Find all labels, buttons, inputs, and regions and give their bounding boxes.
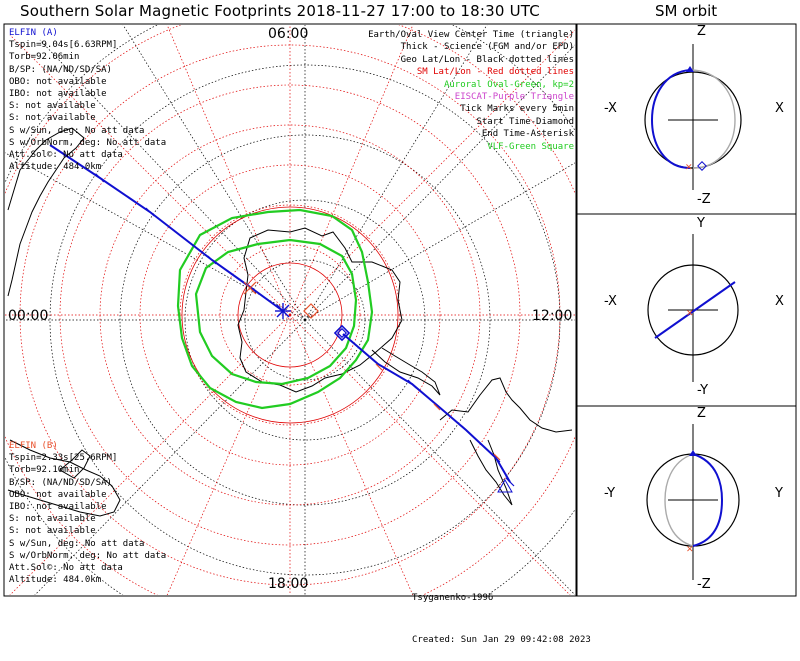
probe-b-info-line: S: not available xyxy=(9,526,96,537)
legend-entry: EISCAT-Purple Triangle xyxy=(454,91,574,102)
probe-a-info-line: S: not available xyxy=(9,113,96,124)
probe-b-info-line: IBO: not available xyxy=(9,501,107,512)
start-time-diamond xyxy=(333,324,351,342)
created-timestamp: Created: Sun Jan 29 09:42:08 2023 xyxy=(412,635,591,645)
legend-entry: SM Lat/Lon - Red dotted lines xyxy=(416,67,574,78)
orbit2-right-label: X xyxy=(775,294,784,309)
orbit-frame-3 xyxy=(576,405,797,597)
orbit3-top-label: Z xyxy=(697,406,706,421)
probe-b-info-line: Tspin=2.33s[25.6RPM] xyxy=(9,453,118,464)
antarctica-coastline xyxy=(237,227,403,393)
probe-b-info-line: Torb=92.10min xyxy=(9,465,80,476)
orbit2-bottom-label: -Y xyxy=(697,383,709,398)
map-frame xyxy=(3,23,577,597)
orbit-frame-1 xyxy=(576,23,797,215)
svg-text:✕: ✕ xyxy=(686,309,694,319)
plot-title: Southern Solar Magnetic Footprints 2018-… xyxy=(20,2,540,20)
probe-a-info-line: IBO: not available xyxy=(9,88,107,99)
svg-text:✕: ✕ xyxy=(686,545,694,555)
legend-entry: Auroral Oval-Green, kp=2 xyxy=(443,79,574,90)
probe-b-info-line: B/SP: (NA/ND/SD/SA) xyxy=(9,477,112,488)
probe-b-markers xyxy=(243,281,501,461)
orbit1-bottom-label: -Z xyxy=(697,192,711,207)
orbit-panel-xy: ✕ xyxy=(647,234,739,382)
view-center-triangle xyxy=(497,479,513,493)
legend-entry: Tick Marks every 5min xyxy=(460,104,574,115)
probe-b-info-line: ELFIN (B) xyxy=(9,441,58,451)
probe-a-info-line: B/SP: (NA/ND/SD/SA) xyxy=(9,64,112,75)
landmass-left-coastline xyxy=(7,127,85,297)
sm-latitude-circle-outer xyxy=(181,206,399,424)
probe-b-info-line: Att.Sol©: No att data xyxy=(9,562,123,573)
probe-a-info-line: Att.Sol©: No att data xyxy=(9,149,123,160)
legend-entry: End Time-Asterisk xyxy=(481,129,574,140)
model-name: Tsyganenko-1996 xyxy=(412,593,494,603)
end-time-asterisk xyxy=(275,303,291,319)
footprint-map: ✕ ✕ ✕ xyxy=(3,23,797,597)
time-label-left: 00:00 xyxy=(8,308,49,324)
probe-a-info-line: S w/Sun, deg: No att data xyxy=(9,125,145,136)
orbit-panel-yz: ✕ xyxy=(646,424,740,580)
probe-b-info-line: Altitude: 484.0km xyxy=(9,575,102,586)
probe-a-info-line: Tspin=9.04s[6.63RPM] xyxy=(9,40,118,51)
legend-entry: Start Time-Diamond xyxy=(476,116,574,127)
probe-b-info-line: S: not available xyxy=(9,514,96,525)
track-tick-marks xyxy=(95,173,515,487)
time-label-right: 12:00 xyxy=(532,308,573,324)
probe-a-info-line: Torb=92.06min xyxy=(9,52,80,63)
start-time-diamond-inner xyxy=(336,327,348,339)
orbit3-right-label: Y xyxy=(775,486,783,501)
time-label-bottom: 18:00 xyxy=(268,576,309,592)
probe-b-info-panel: ELFIN (B) Tspin=2.33s[25.6RPM] Torb=92.10m… xyxy=(9,440,166,586)
orbit2-top-label: Y xyxy=(697,216,705,231)
orbit3-left-label: -Y xyxy=(604,486,616,501)
orbit2-left-label: -X xyxy=(604,294,617,309)
auroral-oval-inner xyxy=(194,238,358,386)
orbit1-right-label: X xyxy=(775,101,784,116)
svg-text:✕: ✕ xyxy=(685,163,693,173)
orbit-title: SM orbit xyxy=(655,2,718,20)
auroral-oval-outer xyxy=(176,208,374,410)
landmass-lower-left-coastline xyxy=(7,439,121,517)
probe-a-info-line: Altitude: 484.0km xyxy=(9,162,102,173)
new-zealand-coastline xyxy=(59,449,91,479)
probe-b-info-line: S w/Sun, deg: No att data xyxy=(9,538,145,549)
probe-a-info-panel: ELFIN (A) Tspin=9.04s[6.63RPM] Torb=92.06m… xyxy=(9,27,166,173)
probe-b-info-line: OBO: not available xyxy=(9,489,107,500)
south-america-coastline xyxy=(439,377,573,506)
probe-a-info-line: S w/OrbNorm, deg: No att data xyxy=(9,137,167,148)
orbit1-left-label: -X xyxy=(604,101,617,116)
satellite-track-a xyxy=(49,144,284,312)
sm-grid xyxy=(5,25,575,595)
orbit1-top-label: Z xyxy=(697,24,706,39)
sm-latitude-circle-inner xyxy=(237,262,343,368)
time-label-top: 06:00 xyxy=(268,26,309,42)
probe-a-info-line: OBO: not available xyxy=(9,76,107,87)
map-legend: Earth/Oval View Center Time (triangle) Th… xyxy=(368,29,574,153)
antarctic-peninsula xyxy=(371,347,441,396)
legend-entry: Thick - Science (FGM and/or EPD) xyxy=(400,42,574,53)
orbit-panel-xz: ✕ xyxy=(644,44,742,190)
legend-entry: Geo Lat/Lon - Black dotted lines xyxy=(400,54,574,65)
footer: Tsyganenko-1996 Created: Sun Jan 29 09:4… xyxy=(412,563,591,661)
probe-b-info-line: S w/OrbNorm, deg: No att data xyxy=(9,550,167,561)
legend-entry: Earth/Oval View Center Time (triangle) xyxy=(368,30,574,40)
orbit3-bottom-label: -Z xyxy=(697,577,711,592)
legend-entry: VLF-Green Square xyxy=(487,141,574,152)
probe-a-info-line: ELFIN (A) xyxy=(9,28,58,38)
probe-a-info-line: S: not available xyxy=(9,101,96,112)
